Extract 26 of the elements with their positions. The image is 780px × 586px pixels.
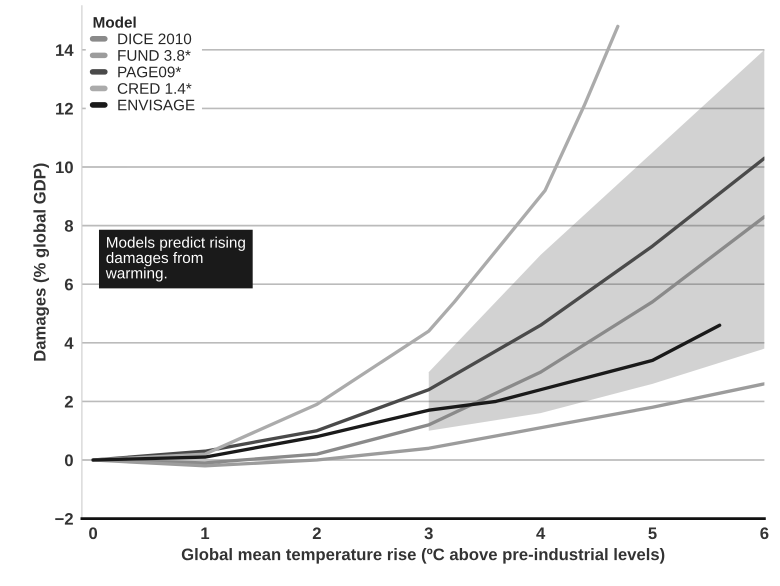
x-tick-label: 0 bbox=[89, 527, 98, 540]
x-tick-label: 1 bbox=[201, 528, 210, 540]
y-tick-label: 8 bbox=[64, 220, 74, 232]
y-tick-label: 6 bbox=[64, 278, 73, 290]
y-tick-label: 14 bbox=[56, 44, 74, 56]
y-tick-label: 12 bbox=[56, 102, 73, 114]
legend-label: PAGE09* bbox=[118, 66, 182, 78]
x-tick-label: 5 bbox=[648, 528, 657, 540]
x-tick-label: 6 bbox=[760, 527, 768, 540]
legend-title: Model bbox=[94, 16, 136, 28]
y-tick-label: −2 bbox=[55, 513, 73, 525]
y-tick-label: 4 bbox=[64, 337, 74, 349]
legend-label: DICE 2010 bbox=[118, 33, 192, 44]
line-series bbox=[91, 324, 722, 462]
annotation: Models predict rising damages from warming. bbox=[106, 236, 245, 282]
y-tick-label: 0 bbox=[64, 454, 73, 466]
y-tick-label: 10 bbox=[56, 161, 73, 174]
x-tick-label: 3 bbox=[424, 527, 433, 540]
y-tick-label: 2 bbox=[64, 396, 73, 408]
y-axis-title: Damages (% global GDP) bbox=[33, 164, 50, 361]
x-tick-label: 4 bbox=[536, 528, 546, 540]
legend-label: FUND 3.8* bbox=[118, 50, 191, 61]
x-tick-label: 2 bbox=[312, 527, 321, 540]
x-axis-title: Global mean temperature rise (ºC above pre-industrial levels) bbox=[182, 548, 664, 564]
legend-label: CRED 1.4* bbox=[118, 83, 192, 94]
legend-label: ENVISAGE bbox=[118, 100, 194, 110]
